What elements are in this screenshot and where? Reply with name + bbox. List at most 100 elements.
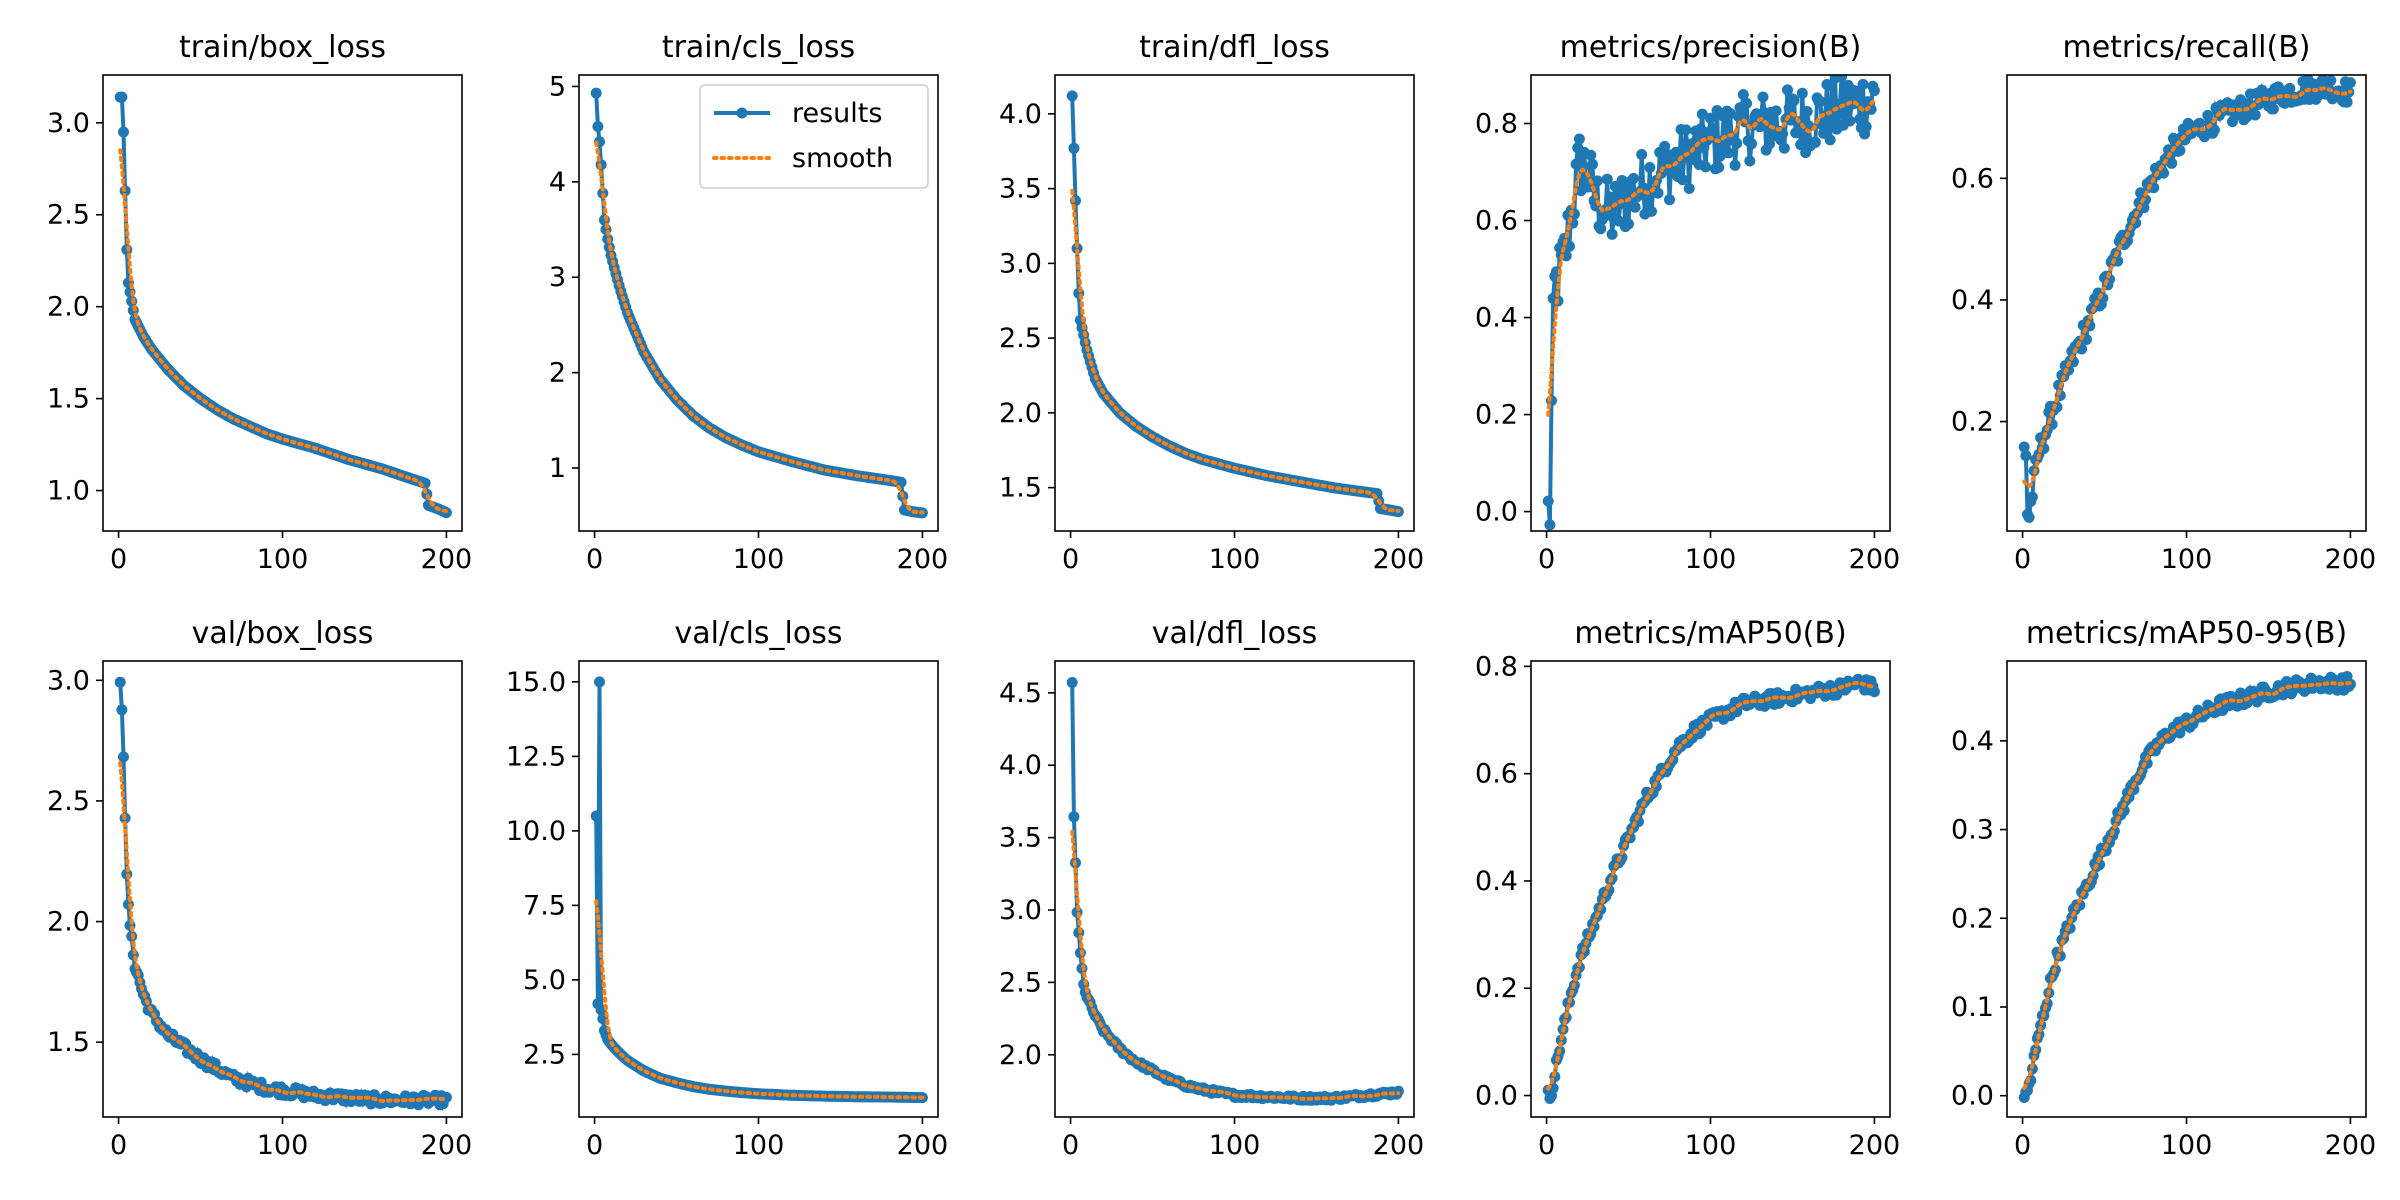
y-tick-label: 0.0	[1475, 1081, 1518, 1112]
y-tick-label: 0.4	[1475, 866, 1518, 897]
panel-title: train/cls_loss	[662, 30, 855, 65]
y-tick-label: 0.6	[1475, 759, 1518, 790]
results-point	[592, 121, 604, 132]
results-point	[1809, 136, 1821, 148]
x-tick-label: 100	[733, 544, 785, 575]
panel-3: metrics/precision(B) 0 100 200 0.0 0.2 0.4 0.6 0…	[1475, 30, 1900, 575]
results-point	[114, 676, 126, 688]
results-line	[594, 681, 923, 1100]
results-line	[2022, 673, 2353, 1099]
results-point	[1700, 161, 1712, 173]
results-point	[1723, 147, 1734, 159]
x-tick-label: 200	[421, 544, 473, 575]
results-line	[1546, 675, 1877, 1105]
results-point	[1801, 106, 1813, 117]
y-tick-label: 2.0	[999, 398, 1042, 429]
panel-title: train/box_loss	[179, 30, 386, 65]
results-point	[1860, 121, 1872, 133]
results-line	[1546, 76, 1877, 526]
y-tick-label: 4.0	[999, 750, 1042, 781]
y-tick-label: 2.0	[47, 907, 90, 938]
results-point	[1854, 113, 1866, 125]
x-tick-label: 200	[897, 544, 949, 575]
legend-results-label: results	[792, 98, 882, 129]
smooth-line	[118, 761, 449, 1103]
results-markers	[1066, 90, 1404, 518]
results-point	[118, 126, 129, 138]
y-tick-label: 3	[549, 262, 566, 293]
legend: results smooth	[699, 84, 929, 189]
smooth-line	[118, 148, 449, 514]
y-tick-label: 0.8	[1475, 109, 1518, 140]
x-tick-label: 100	[1209, 1130, 1261, 1161]
smooth-line	[594, 899, 925, 1100]
smooth-line	[1070, 829, 1401, 1101]
x-tick-label: 200	[897, 1130, 949, 1161]
results-point	[2325, 75, 2337, 86]
results-point	[2023, 511, 2035, 523]
results-point	[1623, 218, 1634, 230]
results-point	[1542, 495, 1554, 507]
results-markers	[590, 676, 928, 1104]
y-tick-label: 2.5	[999, 323, 1042, 354]
results-point	[2341, 96, 2353, 108]
results-point	[1737, 89, 1749, 101]
results-point	[1066, 90, 1078, 102]
x-tick-label: 200	[2325, 544, 2377, 575]
y-tick-label: 3.5	[999, 174, 1042, 205]
y-tick-label: 2.5	[47, 786, 90, 817]
x-tick-label: 100	[1685, 1130, 1737, 1161]
results-point	[1836, 75, 1848, 83]
x-tick-label: 0	[1538, 544, 1555, 575]
y-tick-label: 2.5	[523, 1039, 566, 1070]
y-tick-label: 5	[549, 71, 566, 102]
results-point	[1713, 161, 1725, 173]
results-markers	[114, 676, 452, 1111]
results-markers	[1066, 677, 1404, 1106]
y-tick-label: 0.8	[1475, 651, 1518, 682]
results-point	[1764, 138, 1775, 150]
results-point	[1601, 173, 1613, 185]
results-point	[2174, 145, 2186, 156]
results-point	[116, 91, 128, 103]
x-tick-label: 0	[1062, 1130, 1079, 1161]
results-point	[1680, 124, 1692, 136]
panel-title: metrics/precision(B)	[1560, 30, 1862, 65]
results-point	[1729, 159, 1741, 171]
y-tick-label: 0.3	[1951, 815, 1994, 846]
results-point	[118, 751, 129, 763]
results-point	[1868, 85, 1880, 97]
results-point	[1605, 191, 1616, 203]
results-point	[2026, 491, 2038, 503]
x-tick-label: 200	[1849, 1130, 1901, 1161]
panel-title: metrics/mAP50(B)	[1574, 616, 1846, 651]
x-tick-label: 100	[1685, 544, 1737, 575]
panel-5: val/box_loss 0 100 200 1.5 2.0 2.5 3.0	[47, 616, 472, 1161]
results-point	[1691, 132, 1703, 144]
y-tick-label: 0.0	[1475, 497, 1518, 528]
results-point	[1636, 149, 1648, 160]
x-tick-label: 100	[257, 1130, 309, 1161]
legend-box	[699, 84, 929, 189]
y-tick-label: 3.0	[999, 895, 1042, 926]
y-tick-label: 0.6	[1951, 163, 1994, 194]
y-tick-label: 7.5	[523, 890, 566, 921]
results-point	[1628, 172, 1639, 184]
x-tick-label: 0	[2014, 544, 2031, 575]
y-tick-label: 0.6	[1475, 206, 1518, 237]
results-point	[1644, 162, 1656, 173]
results-line	[1070, 95, 1399, 514]
results-point	[1788, 95, 1800, 106]
results-point	[1664, 194, 1675, 206]
results-point	[2284, 82, 2296, 94]
results-point	[1560, 250, 1572, 262]
panel-1: train/cls_loss 0 100 200 1 2 3 4 5 results smooth	[549, 30, 948, 575]
x-tick-label: 0	[1538, 1130, 1555, 1161]
y-tick-label: 2.5	[999, 967, 1042, 998]
results-point	[2344, 77, 2356, 89]
panel-title: train/dfl_loss	[1139, 30, 1330, 65]
y-tick-label: 0.4	[1951, 726, 1994, 757]
y-tick-label: 2.5	[47, 200, 90, 231]
panel-title: metrics/mAP50-95(B)	[2026, 616, 2347, 651]
results-point	[2194, 117, 2206, 129]
